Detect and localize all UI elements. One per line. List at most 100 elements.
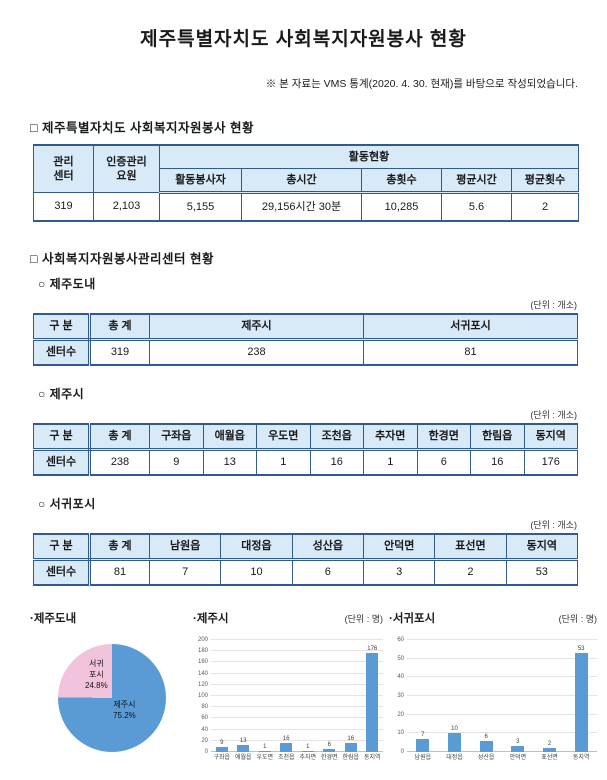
table-cell: 7 [148,559,222,586]
column-header-center: 관리 센터 [33,144,94,193]
table-cell: 16 [470,449,525,476]
column-header: 총횟수 [361,168,442,194]
y-tick-label: 20 [397,711,404,718]
table-cell: 13 [202,449,257,476]
column-header: 총시간 [241,168,362,194]
gridline [211,683,383,685]
table-cell: 5,155 [159,192,242,222]
chart-unit-label: (단위 : 명) [344,614,383,624]
column-header: 제주시 [149,313,364,341]
bar-chart-plot: 0 20 40 60 80 100 120 140 160 180 200 9 13 1 16 1 6 16 176 [198,637,383,755]
bar-value-label: 10 [451,726,458,733]
column-header: 총 계 [89,423,150,451]
y-tick-label: 160 [197,659,208,666]
gridline [211,751,383,752]
table-cell: 319 [89,339,150,366]
table-cell: 10,285 [361,192,442,222]
bar-value-label: 16 [282,736,290,743]
bar-slot: 10 [439,640,471,752]
bar [574,653,588,752]
bar [479,740,493,752]
bar-slot: 9 [211,640,233,752]
table-cell: 6 [291,559,364,586]
row-label: 센터수 [33,339,91,366]
bar-chart-block-jejusi: ·제주시 (단위 : 명) 0 20 40 60 80 100 120 140 160 180 20… [193,610,389,762]
bar-slot: 1 [254,640,276,752]
section-heading-volunteer-status: □ 제주특별자치도 사회복지자원봉사 현황 [30,121,254,135]
column-header: 총 계 [89,313,150,341]
bar-slot: 6 [470,640,502,752]
gridline [211,739,383,741]
column-header: 구 분 [33,533,91,561]
charts-row: ·제주도내 서귀 포시 24.8% 제주시 75.2% ·제주시 (단위 : 명… [30,610,603,762]
bar [344,743,357,752]
subsection-heading-jejudo: ○ 제주도내 [38,277,96,291]
gridline [211,717,383,719]
column-header: 애월읍 [202,423,257,451]
bar [416,738,430,752]
table-cell: 238 [89,449,150,476]
column-header-staff: 인증관리 요원 [93,144,160,193]
bar-value-label: 176 [367,646,378,653]
column-header: 구좌읍 [149,423,204,451]
bars: 9 13 1 16 1 6 16 176 [211,640,383,752]
bar-value-label: 1 [263,744,267,751]
gridline [211,728,383,730]
chart-title-jejusi: ·제주시 [193,613,229,625]
y-tick-label: 180 [197,648,208,655]
table-cell: 81 [363,339,578,366]
y-tick-label: 40 [397,674,404,681]
y-tick-label: 0 [400,749,404,755]
y-tick-label: 200 [197,637,208,643]
table-cell: 2,103 [93,192,160,222]
bar-value-label: 1 [306,744,310,751]
volunteer-status-table: 관리 센터 인증관리 요원 활동현황 활동봉사자 총시간 총횟수 평균시간 평균… [33,144,580,222]
unit-label: (단위 : 개소) [530,520,577,530]
bar-slot: 176 [362,640,384,752]
bar-value-label: 7 [421,731,425,738]
y-tick-label: 60 [397,637,404,643]
table-cell: 3 [362,559,436,586]
table-cell: 319 [33,192,94,222]
gridline [407,639,597,640]
pie-slice-label-seogwipo: 서귀 포시 24.8% [85,659,108,690]
table-cell: 6 [416,449,471,476]
document-page: 제주특별자치도 사회복지자원봉사 현황 ※ 본 자료는 VMS 통계(2020.… [0,24,607,762]
chart-title-jejudo: ·제주도내 [30,613,77,625]
column-header: 활동봉사자 [159,168,242,194]
bar [511,746,525,752]
column-header: 우도면 [256,423,311,451]
gridline [407,751,597,752]
table-cell: 1 [256,449,311,476]
table-cell: 9 [149,449,204,476]
column-header: 조천읍 [309,423,364,451]
bar-chart-plot: 0 10 20 30 40 50 60 7 10 6 3 2 53 [397,637,597,755]
y-tick-label: 60 [201,715,208,722]
column-header: 한경면 [416,423,471,451]
bar-slot: 3 [502,640,534,752]
bar [301,751,314,752]
bar-slot: 2 [534,640,566,752]
subsection-heading-jejusi: ○ 제주시 [38,387,85,401]
column-header: 안덕면 [362,533,436,561]
bar-slot: 1 [297,640,319,752]
gridline [211,672,383,674]
pie-chart-block: ·제주도내 서귀 포시 24.8% 제주시 75.2% [30,610,193,762]
chart-unit-label: (단위 : 명) [558,614,597,624]
gridline [407,657,597,659]
y-tick-label: 30 [397,693,404,699]
pie-slice-label-jejusi: 제주시 75.2% [113,700,136,720]
bar [448,733,461,752]
gridline [211,650,383,652]
bar-slot: 53 [565,640,597,752]
bar-value-label: 3 [516,739,520,746]
y-tick-label: 100 [197,693,208,699]
column-header: 성산읍 [291,533,364,561]
column-header: 서귀포시 [363,313,578,341]
table-cell: 16 [309,449,364,476]
bar-slot: 6 [319,640,341,752]
row-label: 센터수 [33,559,91,586]
